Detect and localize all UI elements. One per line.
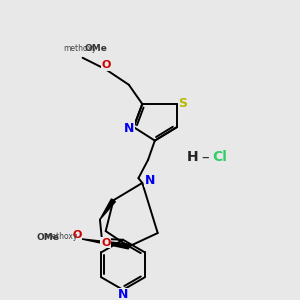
Text: methoxy: methoxy: [45, 232, 78, 242]
Polygon shape: [81, 239, 129, 249]
Text: Cl: Cl: [213, 150, 227, 164]
Text: H: H: [187, 150, 198, 164]
Text: N: N: [118, 288, 128, 300]
Text: O: O: [101, 238, 110, 248]
Text: S: S: [178, 98, 187, 110]
Text: methoxy: methoxy: [63, 44, 96, 53]
Text: –: –: [201, 149, 209, 164]
Text: OMe: OMe: [37, 233, 59, 242]
Polygon shape: [100, 199, 116, 220]
Text: N: N: [124, 122, 134, 135]
Text: O: O: [102, 61, 111, 70]
Text: OMe: OMe: [85, 44, 107, 53]
Text: N: N: [145, 174, 155, 187]
Text: O: O: [72, 230, 82, 240]
